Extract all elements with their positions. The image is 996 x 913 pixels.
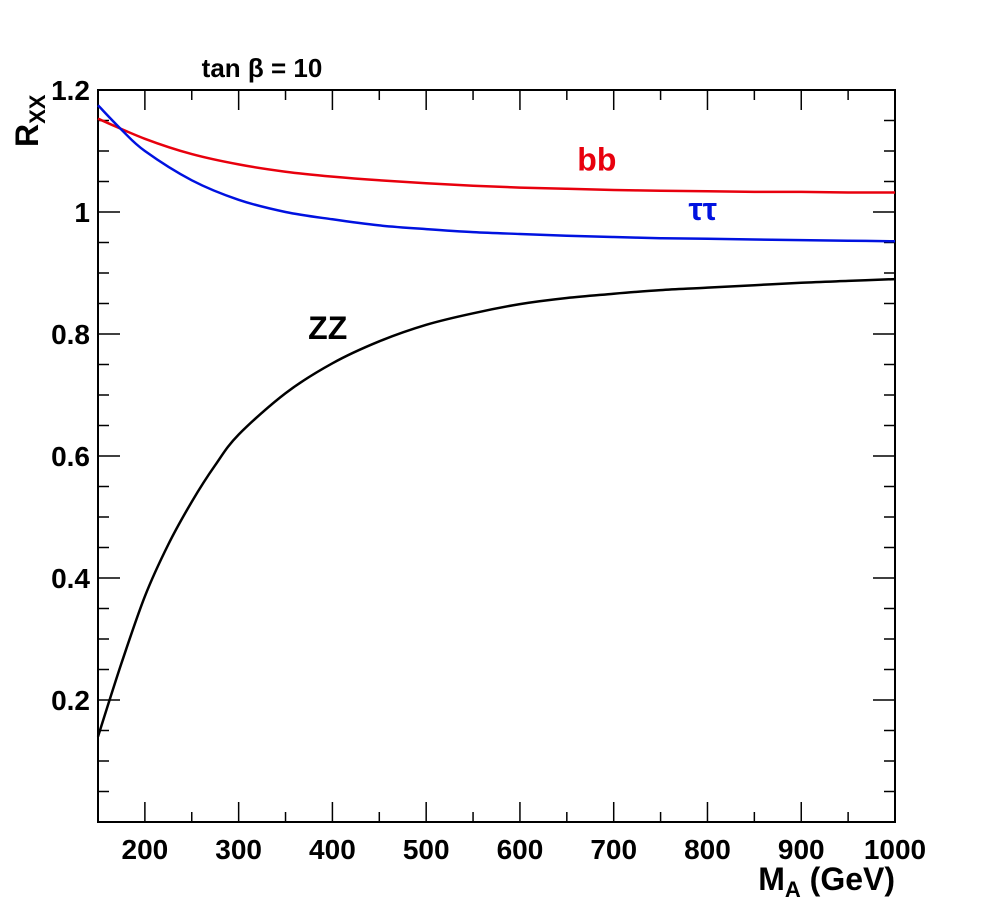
y-tick-label: 0.6 <box>51 441 90 472</box>
series-line-bb <box>97 117 896 194</box>
chart-title: tan β = 10 <box>202 53 323 83</box>
plot-frame <box>97 89 896 823</box>
series-label: bb <box>577 142 616 178</box>
x-tick-label: 300 <box>215 834 262 865</box>
annotations: bb ττ ZZ <box>308 142 717 346</box>
x-tick-label: 1000 <box>864 834 926 865</box>
y-tick-label: 1.2 <box>51 75 90 106</box>
y-tick-label: 0.4 <box>51 563 90 594</box>
y-tick-label: 0.2 <box>51 685 90 716</box>
x-tick-label: 400 <box>309 834 356 865</box>
series-label: ZZ <box>308 310 347 346</box>
x-axis-title-sub: A <box>785 877 801 902</box>
y-tick-label: 0.8 <box>51 319 90 350</box>
x-tick-label: 800 <box>684 834 731 865</box>
x-tick-label: 600 <box>497 834 544 865</box>
x-axis-title-suffix: (GeV) <box>801 861 895 897</box>
series-line-ZZ <box>96 277 896 737</box>
axis-ticks <box>97 89 896 823</box>
x-tick-label: 900 <box>778 834 825 865</box>
x-tick-label: 200 <box>122 834 169 865</box>
x-axis-title: MA (GeV) <box>758 861 895 902</box>
series-lines <box>96 104 896 737</box>
x-axis-title-main: M <box>758 861 785 897</box>
x-tick-labels: 200 300 400 500 600 700 800 900 1000 <box>122 834 927 865</box>
x-tick-label: 700 <box>590 834 637 865</box>
y-axis-title-main: R <box>9 124 45 147</box>
y-tick-labels: 0.2 0.4 0.6 0.8 1 1.2 <box>51 75 90 716</box>
y-tick-label: 1 <box>74 197 90 228</box>
series-label: ττ <box>689 191 718 227</box>
y-axis-title-sub: XX <box>25 94 50 124</box>
x-tick-label: 500 <box>403 834 450 865</box>
series-line-ττ <box>97 104 896 243</box>
y-axis-title: RXX <box>9 94 50 147</box>
